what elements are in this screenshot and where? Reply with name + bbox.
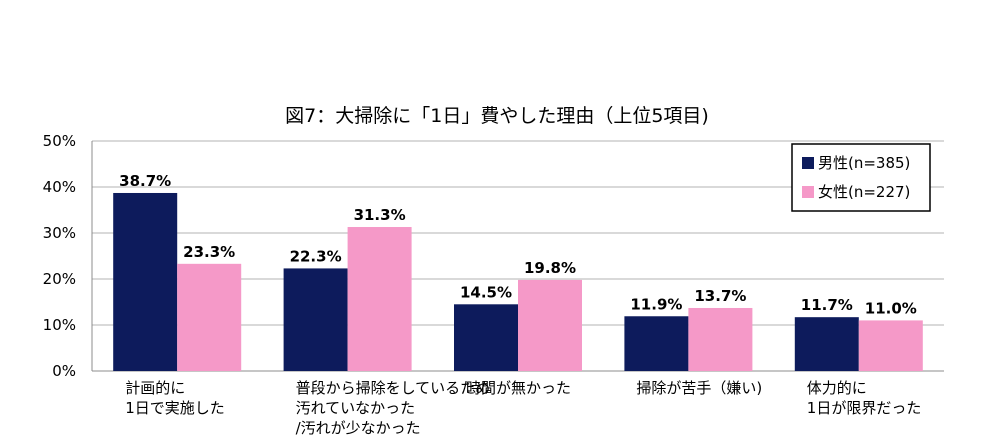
- bar-male: [283, 268, 348, 371]
- data-label-male: 11.9%: [630, 295, 682, 313]
- category-label: 体力的に: [807, 379, 867, 397]
- category-label: 掃除が苦手（嫌い): [636, 379, 762, 397]
- bars: [113, 192, 923, 371]
- data-label-male: 11.7%: [801, 296, 853, 314]
- bar-male: [454, 304, 518, 371]
- bar-female: [858, 320, 923, 371]
- y-axis: 0% 10% 20% 30% 40% 50%: [43, 132, 76, 380]
- data-label-female: 13.7%: [694, 287, 746, 305]
- data-label-female: 19.8%: [524, 259, 576, 277]
- bar-female: [518, 279, 582, 371]
- data-label-female: 11.0%: [865, 299, 917, 317]
- category-label: 時間が無かった: [466, 379, 571, 397]
- data-label-male: 22.3%: [290, 247, 342, 265]
- category-label: 汚れていなかった: [296, 399, 416, 417]
- category-label: /汚れが少なかった: [296, 419, 421, 437]
- bar-female: [177, 263, 242, 371]
- data-label-female: 31.3%: [354, 206, 406, 224]
- y-tick-label: 40%: [43, 178, 76, 196]
- category-label: 1日で実施した: [125, 399, 225, 417]
- bar-female: [688, 307, 753, 371]
- chart-title: 図7：大掃除に「1日」費やした理由（上位5項目): [285, 105, 709, 127]
- data-label-male: 14.5%: [460, 283, 512, 301]
- y-tick-label: 30%: [43, 224, 76, 242]
- y-tick-label: 50%: [43, 132, 76, 150]
- data-label-male: 38.7%: [119, 172, 171, 190]
- x-axis: 計画的に 1日で実施した 普段から掃除をしているため汚れていなかった/汚れが少なかっ…: [125, 379, 921, 437]
- y-tick-label: 0%: [52, 362, 76, 380]
- data-label-female: 23.3%: [183, 243, 235, 261]
- bar-female: [347, 227, 412, 371]
- category-label: 計画的に: [125, 379, 185, 397]
- bar-male: [624, 316, 689, 371]
- category-label: 普段から掃除をしているため: [296, 379, 491, 397]
- data-labels: 38.7% 23.3% 22.3% 31.3% 14.5% 19.8% 11.9% 13.7%…: [119, 172, 917, 317]
- legend: 男性(n=385) 女性(n=227): [791, 143, 931, 212]
- legend-label-female: 女性(n=227): [818, 183, 910, 201]
- category-label: 1日が限界だった: [807, 399, 922, 417]
- legend-label-male: 男性(n=385): [818, 154, 910, 172]
- legend-swatch-male: [802, 157, 814, 169]
- legend-swatch-female: [802, 186, 814, 198]
- bar-male: [113, 192, 178, 371]
- y-tick-label: 10%: [43, 316, 76, 334]
- legend-box: [791, 143, 931, 212]
- y-tick-label: 20%: [43, 270, 76, 288]
- bar-male: [794, 317, 859, 371]
